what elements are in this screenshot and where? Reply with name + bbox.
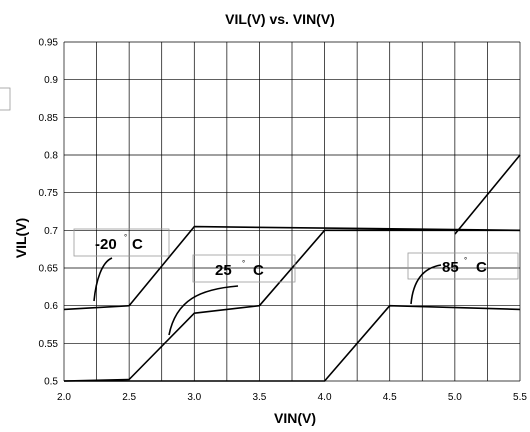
x-tick-label: 5.0 [448, 392, 462, 403]
x-axis-label: VIN(V) [274, 410, 316, 426]
label-25-value: 25 [215, 262, 232, 279]
label-25: 25 ° C [168, 254, 296, 336]
y-tick-label: 0.9 [44, 75, 58, 86]
x-tick-label: 2.5 [122, 392, 136, 403]
label-85: 85 ° C [407, 252, 519, 305]
y-tick-label: 0.6 [44, 301, 58, 312]
chart-title: VIL(V) vs. VIN(V) [225, 11, 335, 27]
x-tick-label: 3.5 [252, 392, 266, 403]
legend-fragment [0, 87, 11, 111]
series-line-minus20 [63, 225, 521, 311]
degree-icon: ° [124, 233, 127, 242]
x-axis-ticks: 2.0 2.5 3.0 3.5 4.0 4.5 5.0 5.5 [57, 392, 527, 403]
x-tick-label: 2.0 [57, 392, 71, 403]
y-tick-label: 0.95 [39, 38, 59, 49]
y-tick-label: 0.5 [44, 377, 58, 388]
x-tick-label: 4.5 [383, 392, 397, 403]
y-tick-label: 0.55 [39, 339, 59, 350]
series [63, 154, 521, 382]
y-tick-label: 0.8 [44, 151, 58, 162]
y-tick-label: 0.7 [44, 226, 58, 237]
label-box-85 [407, 252, 519, 280]
leader-minus20 [93, 257, 113, 302]
leader-85 [410, 264, 442, 305]
label-box-minus20 [73, 228, 170, 257]
label-minus20-unit: C [132, 236, 143, 253]
label-minus20: -20 ° C [73, 228, 170, 302]
x-tick-label: 4.0 [318, 392, 332, 403]
label-box-25 [192, 254, 296, 283]
series-line-85 [64, 304, 521, 382]
leader-25 [168, 285, 239, 336]
label-85-value: 85 [442, 259, 459, 276]
y-axis-ticks: 0.5 0.55 0.6 0.65 0.7 0.75 0.8 0.85 0.9 0.95 [39, 38, 59, 388]
label-85-unit: C [476, 259, 487, 276]
series-line-extra [454, 154, 521, 235]
x-tick-label: 5.5 [513, 392, 527, 403]
label-minus20-value: -20 [95, 236, 117, 253]
y-tick-label: 0.85 [39, 113, 59, 124]
grid [63, 41, 521, 382]
degree-icon: ° [242, 259, 245, 268]
series-line-25 [63, 229, 520, 382]
degree-icon: ° [464, 256, 467, 265]
x-tick-label: 3.0 [187, 392, 201, 403]
label-25-unit: C [253, 262, 264, 279]
y-tick-label: 0.65 [39, 264, 59, 275]
y-axis-label: VIL(V) [13, 218, 29, 258]
y-tick-label: 0.75 [39, 188, 59, 199]
